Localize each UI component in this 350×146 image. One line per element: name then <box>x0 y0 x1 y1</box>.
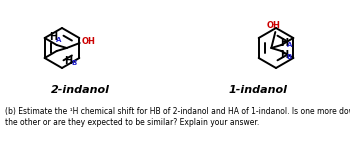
Text: OH: OH <box>82 38 96 46</box>
Text: 2-indanol: 2-indanol <box>50 85 110 95</box>
Text: H: H <box>280 50 288 60</box>
Text: A: A <box>56 37 61 43</box>
Text: A: A <box>287 42 292 48</box>
Text: H: H <box>65 56 73 66</box>
Text: the other or are they expected to be similar? Explain your answer.: the other or are they expected to be sim… <box>5 118 259 127</box>
Text: B: B <box>71 60 76 66</box>
Text: H: H <box>50 32 58 42</box>
Text: H: H <box>280 38 288 48</box>
Text: (b) Estimate the ¹H chemical shift for HB of 2-indanol and HA of 1-indanol. Is o: (b) Estimate the ¹H chemical shift for H… <box>5 107 350 116</box>
Text: OH: OH <box>266 21 280 31</box>
Text: B: B <box>287 54 292 60</box>
Text: 1-indanol: 1-indanol <box>229 85 287 95</box>
